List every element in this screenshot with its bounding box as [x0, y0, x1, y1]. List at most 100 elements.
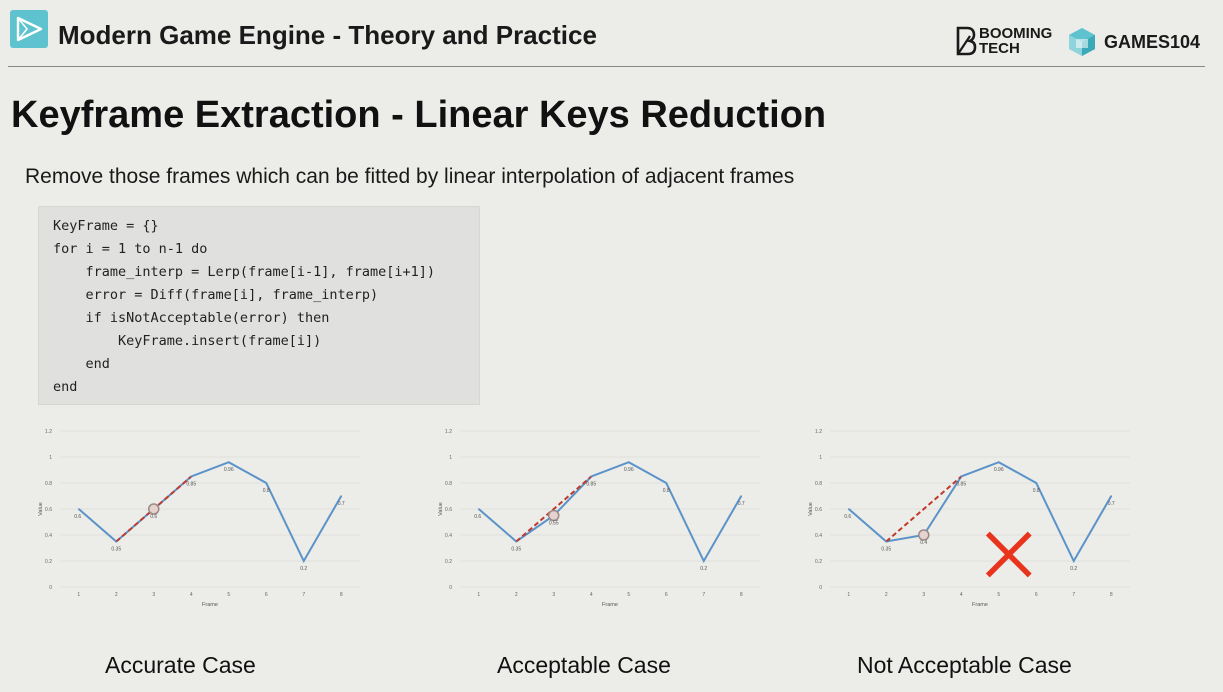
- y-tick-label: 0: [49, 585, 52, 591]
- data-point: [665, 482, 668, 484]
- y-tick-label: 0: [449, 585, 452, 591]
- code-line: KeyFrame = {}: [53, 218, 159, 234]
- code-line: for i = 1 to n-1 do: [53, 241, 208, 257]
- y-tick-label: 0.4: [45, 533, 52, 539]
- x-tick-label: 8: [1110, 592, 1113, 598]
- data-label: 0.35: [881, 547, 891, 553]
- code-line: KeyFrame.insert(frame[i]): [53, 333, 322, 349]
- data-label: 0.96: [624, 467, 634, 473]
- data-label: 0.96: [224, 467, 234, 473]
- data-point: [265, 482, 268, 484]
- x-tick-label: 5: [627, 592, 630, 598]
- y-tick-label: 1.2: [815, 429, 822, 435]
- y-tick-label: 0.6: [445, 507, 452, 513]
- x-tick-label: 7: [1072, 592, 1075, 598]
- data-point: [477, 508, 480, 510]
- y-tick-label: 0.8: [445, 481, 452, 487]
- series-line: [848, 461, 1113, 564]
- data-label: 0.35: [511, 547, 521, 553]
- data-label: 0.4: [920, 540, 927, 546]
- x-tick-label: 8: [340, 592, 343, 598]
- y-tick-label: 0.2: [445, 559, 452, 565]
- games104-logo: GAMES104: [1066, 26, 1200, 63]
- data-label: 0.6: [150, 514, 157, 520]
- data-point: [340, 495, 343, 497]
- x-tick-label: 4: [590, 592, 593, 598]
- y-tick-label: 0.6: [815, 507, 822, 513]
- chart-acceptable: 0 0.2 0.4 0.6 0.8 1 1.2 1 2 3 4 5 6 7 8 Frame Value 0.6 0.…: [430, 425, 770, 615]
- data-label: 0.7: [1108, 501, 1115, 507]
- course-title: Modern Game Engine - Theory and Practice: [58, 20, 597, 50]
- chart-not-acceptable: 0 0.2 0.4 0.6 0.8 1 1.2 1 2 3 4 5 6 7 8 Frame Value 0.6 0.…: [800, 425, 1140, 615]
- booming-line-2: TECH: [979, 40, 1020, 57]
- cross-icon: [985, 531, 1032, 578]
- data-point: [115, 540, 118, 543]
- x-tick-label: 7: [302, 592, 305, 598]
- data-point: [885, 540, 888, 543]
- booming-tech-logo: BOOMING TECH: [955, 26, 1052, 58]
- data-label: 0.7: [338, 501, 345, 507]
- data-label: 0.55: [549, 521, 559, 527]
- data-point: [627, 461, 630, 463]
- data-point: [847, 508, 850, 510]
- x-tick-label: 4: [190, 592, 193, 598]
- data-label: 0.96: [994, 467, 1004, 473]
- data-label: 0.85: [956, 482, 966, 488]
- chart-accurate-svg: 00.20.40.60.811.21 2 3 4 5 6 7 8FrameValue0.60.…: [38, 429, 360, 608]
- y-tick-label: 0: [819, 585, 822, 591]
- data-point: [1072, 560, 1075, 562]
- y-tick-label: 1.2: [45, 429, 52, 435]
- interp-dashed-line: [885, 475, 962, 543]
- x-axis-label: Frame: [602, 602, 618, 608]
- cube-logo-icon: [1069, 28, 1095, 56]
- code-line: end: [53, 379, 78, 395]
- caption-acceptable: Acceptable Case: [497, 652, 671, 678]
- data-point: [740, 495, 743, 497]
- y-tick-label: 0.4: [815, 533, 822, 539]
- x-tick-label: 2: [515, 592, 518, 598]
- y-tick-label: 0.2: [45, 559, 52, 565]
- removed-key-circle: [148, 503, 160, 515]
- x-tick-label: 3: [552, 592, 555, 598]
- x-axis-label: Frame: [972, 602, 988, 608]
- y-tick-label: 1.2: [445, 429, 452, 435]
- data-label: 0.8: [263, 488, 270, 494]
- data-point: [190, 475, 193, 478]
- x-tick-label: 6: [265, 592, 268, 598]
- code-line: frame_interp = Lerp(frame[i-1], frame[i+…: [53, 264, 436, 280]
- booming-b-icon: [956, 26, 977, 56]
- games104-text: GAMES104: [1104, 32, 1201, 52]
- data-point: [702, 560, 705, 562]
- caption-not-acceptable: Not Acceptable Case: [857, 652, 1072, 678]
- x-tick-label: 2: [115, 592, 118, 598]
- data-point: [1035, 482, 1038, 484]
- data-point: [997, 461, 1000, 463]
- chart-accurate: 0 0.2 0.4 0.6 0.8 1 1.2 1 2 3 4 5 6 7 8 Frame Value 0.6 0.…: [30, 425, 370, 615]
- data-label: 0.6: [74, 514, 81, 520]
- x-tick-label: 4: [960, 592, 963, 598]
- slide-header: Modern Game Engine - Theory and Practice…: [0, 0, 1223, 68]
- chart-not-acceptable-svg: 00.20.40.60.811.21 2 3 4 5 6 7 8FrameValue0.60.…: [808, 429, 1130, 608]
- data-label: 0.2: [300, 566, 307, 572]
- x-tick-label: 7: [702, 592, 705, 598]
- data-label: 0.85: [586, 482, 596, 488]
- slide-subtitle: Remove those frames which can be fitted …: [25, 165, 795, 188]
- x-tick-label: 2: [885, 592, 888, 598]
- data-point: [515, 540, 518, 543]
- x-tick-label: 3: [152, 592, 155, 598]
- y-tick-label: 0.2: [815, 559, 822, 565]
- code-line: error = Diff(frame[i], frame_interp): [53, 287, 379, 303]
- y-axis-label: Value: [38, 502, 44, 516]
- data-label: 0.7: [738, 501, 745, 507]
- chart-acceptable-svg: 00.20.40.60.811.21 2 3 4 5 6 7 8FrameValue0.60.…: [438, 429, 760, 608]
- booming-line-1: BOOMING: [979, 25, 1053, 42]
- data-label: 0.35: [111, 547, 121, 553]
- x-tick-label: 5: [997, 592, 1000, 598]
- slide-title: Keyframe Extraction - Linear Keys Reduct…: [11, 94, 827, 136]
- y-tick-label: 0.8: [45, 481, 52, 487]
- code-line: end: [53, 356, 110, 372]
- caption-accurate: Accurate Case: [105, 652, 256, 678]
- pseudocode-block: KeyFrame = {} for i = 1 to n-1 do frame_…: [38, 206, 480, 405]
- data-label: 0.6: [474, 514, 481, 520]
- y-tick-label: 1: [449, 455, 452, 461]
